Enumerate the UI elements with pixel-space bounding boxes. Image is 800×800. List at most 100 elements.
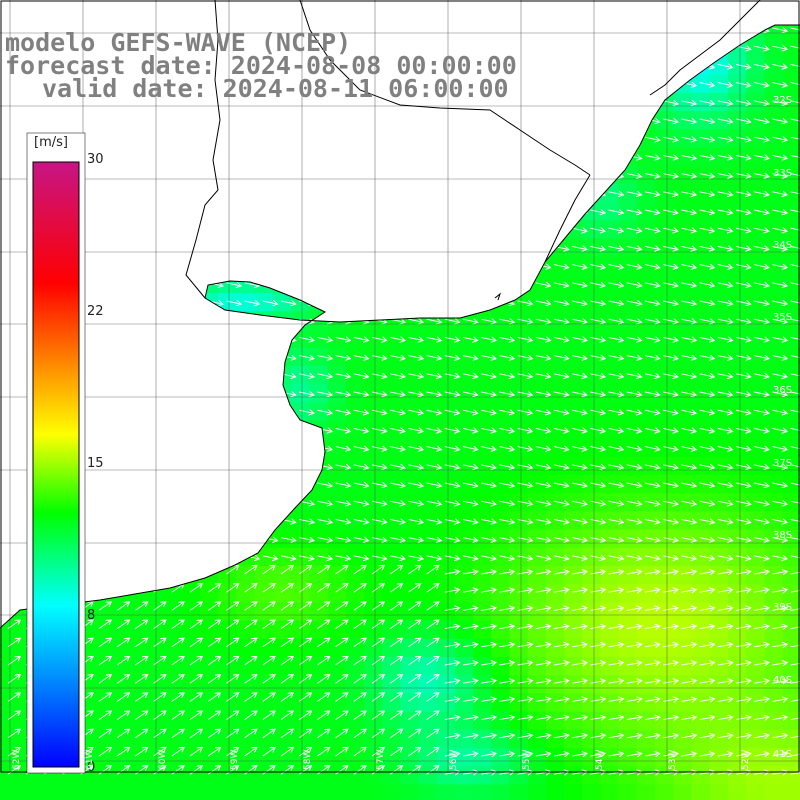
wind-cell [782,784,800,800]
wind-cell [491,657,511,676]
wind-cell [364,456,383,476]
wind-cell [764,456,784,476]
wind-cell [509,693,529,713]
wind-cell [728,56,747,76]
wind-cell [655,475,674,494]
wind-cell [691,748,711,767]
wind-cell [564,438,583,458]
wind-cell [691,183,711,203]
wind-cell [582,657,602,676]
wind-cell [509,657,529,676]
wind-cell [345,475,365,494]
wind-cell [709,620,729,640]
wind-cell [782,256,800,276]
wind-cell [709,729,729,749]
wind-cell [728,693,747,713]
wind-cell [491,584,511,603]
wind-cell [673,784,693,800]
wind-cell [673,347,693,367]
wind-cell [709,748,729,767]
wind-cell [509,347,529,367]
wind-cell [709,638,729,658]
wind-cell [600,620,620,640]
wind-cell [618,329,638,349]
wind-cell [345,420,365,440]
wind-cell [618,475,638,494]
wind-cell [455,675,474,694]
wind-cell [673,329,693,349]
wind-cell [546,766,565,785]
wind-cell [691,329,711,349]
wind-cell [546,456,565,476]
wind-cell [637,329,656,349]
wind-cell [709,347,729,367]
wind-cell [327,402,347,421]
wind-cell [764,329,784,349]
wind-cell [691,638,711,658]
wind-cell [709,675,729,694]
lat-label-36s: 36S [773,385,793,396]
wind-cell [455,784,474,800]
wind-cell [673,92,693,112]
wind-cell [691,729,711,749]
wind-cell [582,711,602,731]
wind-cell [600,256,620,276]
wind-cell [491,766,511,785]
wind-cell [455,620,474,640]
wind-cell [527,438,547,458]
wind-cell [709,202,729,221]
wind-cell [364,402,383,421]
wind-cell [254,293,274,312]
wind-cell [509,438,529,458]
wind-cell [709,420,729,440]
wind-cell [618,693,638,713]
wind-cell [728,456,747,476]
wind-cell [728,183,747,203]
wind-cell [527,602,547,622]
wind-cell [782,584,800,603]
wind-cell [400,347,420,367]
wind-cell [564,766,583,785]
wind-cell [709,256,729,276]
wind-cell [564,311,583,330]
wind-cell [546,256,565,276]
wind-cell [618,566,638,585]
wind-cell [582,729,602,749]
wind-cell [746,784,765,800]
wind-cell [364,365,383,385]
wind-cell [600,475,620,494]
wind-cell [527,566,547,585]
wind-cell [655,402,674,421]
wind-cell [309,384,329,403]
wind-cell [491,729,511,749]
wind-cell [436,475,456,494]
wind-cell [655,638,674,658]
wind-cell [273,293,292,312]
wind-cell [418,456,438,476]
wind-cell [618,347,638,367]
wind-cell [527,402,547,421]
wind-cell [527,311,547,330]
wind-cell [764,238,784,258]
wind-cell [473,329,492,349]
wind-cell [473,420,492,440]
wind-cell [400,384,420,403]
wind-cell [618,274,638,294]
wind-cell [746,384,765,403]
wind-cell [691,766,711,785]
wind-cell [400,475,420,494]
wind-cell [327,784,347,800]
wind-cell [673,584,693,603]
wind-cell [546,657,565,676]
wind-cell [709,475,729,494]
wind-cell [600,220,620,239]
wind-cell [764,147,784,167]
wind-cell [782,620,800,640]
wind-cell [345,456,365,476]
wind-cell [600,402,620,421]
wind-cell [491,602,511,622]
valid-date: valid date: 2024-08-11 06:00:00 [42,74,509,103]
wind-cell [637,202,656,221]
wind-cell [509,311,529,330]
